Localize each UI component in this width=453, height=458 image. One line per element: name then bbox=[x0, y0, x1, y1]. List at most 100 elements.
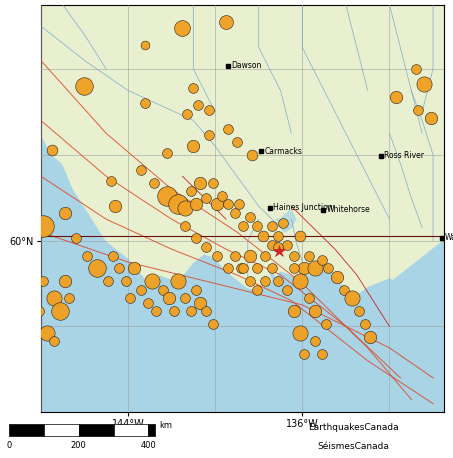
Point bbox=[240, 265, 247, 272]
Text: Whitehorse: Whitehorse bbox=[326, 205, 370, 214]
Point bbox=[181, 205, 188, 212]
Point bbox=[290, 265, 297, 272]
Text: 400: 400 bbox=[140, 442, 156, 450]
Point bbox=[137, 166, 145, 174]
Point bbox=[246, 252, 254, 259]
Point bbox=[421, 80, 428, 87]
Point bbox=[305, 295, 313, 302]
Point bbox=[150, 179, 158, 186]
Point bbox=[214, 252, 221, 259]
Point bbox=[260, 233, 267, 240]
Point bbox=[427, 114, 434, 122]
Point bbox=[188, 308, 195, 315]
Point bbox=[179, 25, 186, 32]
Point bbox=[249, 151, 256, 158]
Point bbox=[188, 188, 195, 195]
Point bbox=[414, 106, 421, 114]
Point bbox=[225, 125, 232, 133]
Point bbox=[355, 308, 362, 315]
Point bbox=[57, 308, 64, 315]
Point bbox=[246, 213, 254, 221]
Point bbox=[43, 329, 51, 337]
Point bbox=[262, 252, 269, 259]
Point bbox=[107, 177, 114, 184]
Point bbox=[325, 265, 332, 272]
Point bbox=[148, 278, 155, 285]
Point bbox=[301, 265, 308, 272]
Point bbox=[203, 243, 210, 251]
Text: 200: 200 bbox=[71, 442, 87, 450]
Polygon shape bbox=[270, 240, 444, 412]
Point bbox=[323, 321, 330, 328]
Point bbox=[279, 220, 286, 227]
Point bbox=[131, 265, 138, 272]
Text: 0: 0 bbox=[6, 442, 12, 450]
Point bbox=[209, 179, 217, 186]
Point bbox=[203, 194, 210, 202]
Point bbox=[268, 265, 275, 272]
Point bbox=[181, 222, 188, 229]
Text: km: km bbox=[159, 421, 172, 431]
Point bbox=[164, 192, 171, 199]
Point bbox=[111, 202, 119, 210]
Point bbox=[194, 102, 201, 109]
Point bbox=[225, 265, 232, 272]
Point bbox=[61, 209, 68, 216]
Point bbox=[231, 209, 238, 216]
Point bbox=[190, 142, 197, 150]
Point bbox=[116, 265, 123, 272]
Point bbox=[205, 132, 212, 139]
Point bbox=[144, 299, 151, 306]
Point bbox=[333, 273, 341, 281]
Polygon shape bbox=[276, 211, 296, 232]
Text: Carmacks: Carmacks bbox=[264, 147, 302, 156]
Point bbox=[296, 278, 304, 285]
Point bbox=[126, 295, 134, 302]
Text: Dawson: Dawson bbox=[231, 61, 262, 71]
Point bbox=[122, 278, 130, 285]
Point bbox=[312, 308, 319, 315]
Point bbox=[183, 110, 190, 118]
Point bbox=[284, 241, 291, 249]
Point bbox=[349, 295, 356, 302]
Point bbox=[29, 265, 36, 272]
Point bbox=[231, 252, 238, 259]
Point bbox=[196, 179, 203, 186]
Polygon shape bbox=[41, 5, 444, 412]
Point bbox=[196, 299, 203, 306]
Point bbox=[192, 201, 199, 208]
Point bbox=[166, 295, 173, 302]
Point bbox=[240, 222, 247, 229]
Point bbox=[290, 252, 297, 259]
Point bbox=[366, 333, 373, 341]
Point bbox=[218, 192, 225, 199]
Point bbox=[159, 286, 166, 294]
Point bbox=[318, 351, 326, 358]
Point bbox=[72, 235, 79, 242]
Point bbox=[142, 99, 149, 107]
Point bbox=[296, 329, 304, 337]
Point bbox=[174, 201, 182, 208]
Point bbox=[253, 222, 260, 229]
Point bbox=[61, 278, 68, 285]
Point bbox=[275, 243, 282, 251]
Point bbox=[362, 321, 369, 328]
Point bbox=[174, 278, 182, 285]
Point bbox=[222, 18, 230, 25]
Point bbox=[205, 106, 212, 114]
Point bbox=[268, 241, 275, 249]
Point bbox=[312, 265, 319, 272]
Point bbox=[262, 278, 269, 285]
Text: Haines Junction: Haines Junction bbox=[273, 203, 333, 213]
Text: Ross River: Ross River bbox=[384, 151, 424, 160]
Point bbox=[48, 147, 55, 154]
Point bbox=[318, 256, 326, 263]
Point bbox=[66, 295, 73, 302]
Point bbox=[253, 265, 260, 272]
Point bbox=[203, 308, 210, 315]
Point bbox=[153, 308, 160, 315]
Point bbox=[109, 252, 116, 259]
Point bbox=[209, 321, 217, 328]
Point bbox=[39, 222, 47, 229]
Point bbox=[192, 286, 199, 294]
